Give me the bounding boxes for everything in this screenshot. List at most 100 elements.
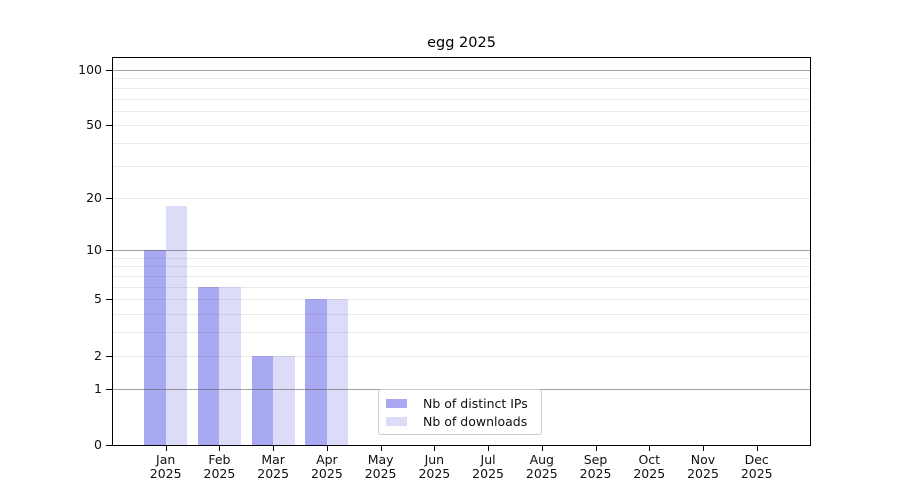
plot-area: Nb of distinct IPs Nb of downloads (112, 57, 811, 446)
gridline-minor-8 (113, 266, 810, 268)
x-label-year-jul: 2025 (472, 466, 504, 481)
legend-label-distinct-ips: Nb of distinct IPs (423, 395, 528, 411)
y-tick-label-10: 10 (86, 242, 102, 258)
x-tick-label-dec: Dec 2025 (725, 453, 789, 481)
x-tick-sep (595, 446, 597, 451)
x-label-year-sep: 2025 (579, 466, 612, 481)
gridline-minor-50 (113, 125, 810, 127)
x-label-month-jan: Jan (156, 452, 176, 467)
bar-downloads-feb (219, 286, 241, 445)
legend-item-downloads: Nb of downloads (386, 413, 533, 429)
gridline-minor-7 (113, 276, 810, 277)
gridline-minor-80 (113, 87, 810, 89)
x-tick-oct (649, 446, 651, 451)
bar-distinct-ips-mar (251, 355, 274, 445)
gridline-major-100 (113, 69, 810, 71)
gridline-minor-20 (113, 197, 810, 199)
gridline-minor-40 (113, 143, 810, 145)
x-tick-nov (703, 446, 704, 451)
y-tick-50 (106, 125, 112, 127)
x-label-year-apr: 2025 (310, 466, 343, 481)
y-tick-label-20: 20 (86, 189, 102, 205)
gridline-major-10 (113, 250, 810, 252)
x-label-month-jul: Jul (480, 452, 496, 467)
bar-downloads-jan (165, 205, 188, 445)
x-tick-jun (434, 446, 436, 451)
x-tick-dec (756, 446, 758, 451)
x-label-year-jan: 2025 (149, 466, 182, 481)
x-tick-aug (541, 446, 543, 451)
x-label-year-may: 2025 (364, 466, 397, 481)
x-label-year-oct: 2025 (633, 466, 666, 481)
y-tick-label-5: 5 (94, 291, 102, 307)
gridline-minor-5 (113, 299, 810, 301)
bar-distinct-ips-feb (197, 286, 220, 445)
y-tick-label-0: 0 (94, 437, 102, 452)
gridline-minor-9 (113, 257, 810, 259)
y-tick-5 (106, 299, 112, 301)
x-tick-label-jan: Jan 2025 (134, 453, 198, 481)
gridline-minor-70 (113, 98, 810, 100)
gridline-minor-4 (113, 314, 810, 316)
x-tick-label-may: May 2025 (349, 453, 413, 481)
x-tick-feb (219, 446, 221, 451)
x-label-month-nov: Nov (690, 452, 716, 467)
x-tick-label-jul: Jul 2025 (456, 453, 520, 481)
x-tick-label-oct: Oct 2025 (617, 453, 681, 481)
gridline-minor-3 (113, 332, 810, 334)
x-tick-may (380, 446, 382, 451)
legend-label-downloads: Nb of downloads (423, 413, 528, 429)
y-tick-label-1: 1 (94, 380, 102, 396)
x-tick-mar (273, 446, 275, 451)
legend: Nb of distinct IPs Nb of downloads (378, 389, 542, 435)
legend-swatch-downloads (386, 416, 407, 426)
y-tick-0 (106, 445, 112, 446)
chart-title: egg 2025 (427, 35, 496, 51)
x-label-month-dec: Dec (744, 452, 769, 467)
x-tick-jul (488, 446, 490, 451)
gridline-minor-6 (113, 286, 810, 288)
x-tick-label-aug: Aug 2025 (510, 453, 574, 481)
y-tick-2 (106, 355, 112, 357)
x-label-month-may: May (367, 452, 394, 467)
y-tick-100 (106, 69, 112, 71)
x-tick-label-jun: Jun 2025 (402, 453, 466, 481)
x-tick-label-feb: Feb 2025 (187, 453, 251, 481)
x-label-month-sep: Sep (583, 452, 608, 467)
x-label-year-feb: 2025 (203, 466, 236, 481)
y-tick-10 (106, 250, 112, 252)
x-tick-jan (165, 446, 167, 451)
x-tick-label-mar: Mar 2025 (241, 453, 305, 481)
x-label-year-mar: 2025 (257, 466, 290, 481)
y-tick-20 (106, 197, 112, 199)
x-label-year-aug: 2025 (525, 466, 558, 481)
x-label-year-dec: 2025 (740, 466, 773, 481)
legend-swatch-distinct-ips (386, 398, 407, 408)
x-tick-label-nov: Nov 2025 (671, 453, 735, 481)
x-tick-apr (326, 446, 328, 451)
gridline-minor-2 (113, 355, 810, 357)
y-tick-label-2: 2 (94, 347, 102, 363)
x-label-month-apr: Apr (316, 452, 338, 467)
bar-distinct-ips-jan (144, 250, 166, 445)
x-label-month-feb: Feb (208, 452, 231, 467)
y-tick-label-50: 50 (86, 117, 102, 133)
y-tick-label-100: 100 (78, 61, 102, 77)
x-label-month-aug: Aug (529, 452, 554, 467)
bars-group (113, 58, 810, 445)
x-label-year-jun: 2025 (418, 466, 451, 481)
x-tick-label-apr: Apr 2025 (295, 453, 359, 481)
x-label-month-oct: Oct (638, 452, 661, 467)
x-label-year-nov: 2025 (687, 466, 719, 481)
y-tick-1 (106, 388, 112, 390)
bar-distinct-ips-apr (305, 299, 327, 445)
gridline-minor-90 (113, 78, 810, 80)
legend-item-distinct-ips: Nb of distinct IPs (386, 395, 533, 411)
x-label-month-mar: Mar (261, 452, 285, 467)
bar-downloads-apr (326, 299, 349, 445)
x-label-month-jun: Jun (424, 452, 445, 467)
x-tick-label-sep: Sep 2025 (564, 453, 628, 481)
gridline-minor-60 (113, 110, 810, 112)
gridlines-group (113, 58, 810, 445)
